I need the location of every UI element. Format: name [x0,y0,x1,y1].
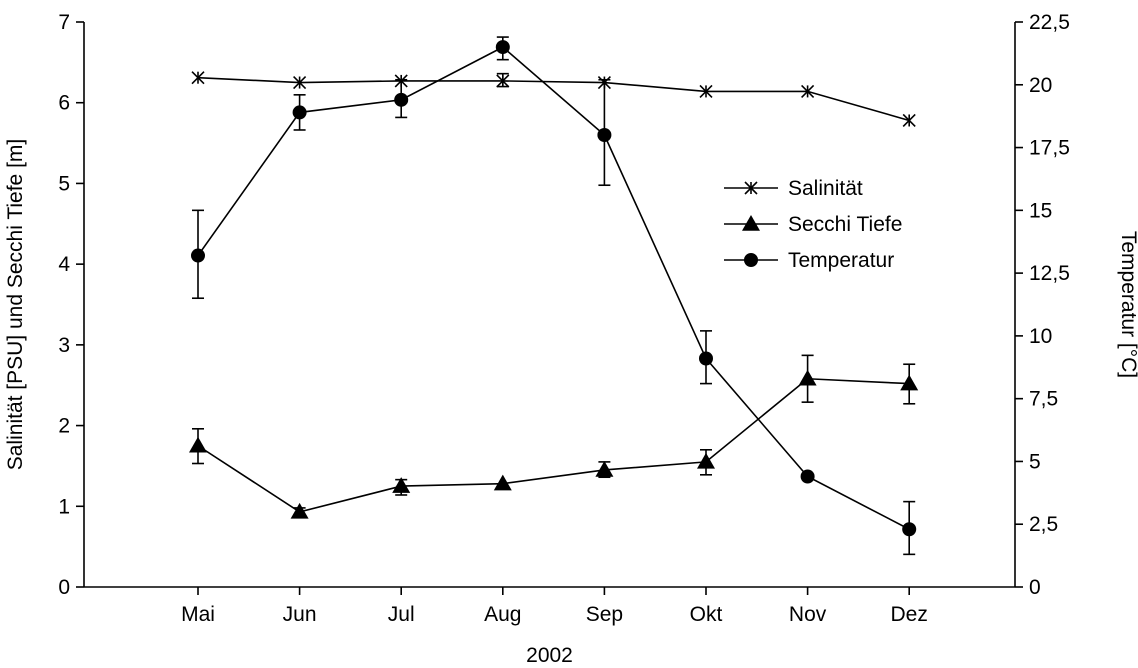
legend-marker [744,253,758,267]
y-left-tick-label: 0 [58,576,70,599]
data-point [800,469,815,484]
x-tick-label: Mai [181,603,215,626]
x-axis-title: 2002 [526,644,573,667]
series-line [197,76,910,122]
data-point [699,351,713,366]
y-right-tick-label: 0 [1029,576,1041,599]
legend-item: Secchi Tiefe [724,213,902,236]
y-right-tick-label: 20 [1029,74,1052,97]
legend-item: Salinität [724,177,863,200]
data-point [902,113,916,128]
data-point [189,436,207,453]
data-point [495,40,510,55]
series-line [197,46,910,530]
legend-marker [742,215,760,231]
axes: 0 1 2 3 4 5 6 7 0 2,5 5 7,5 10 12,5 15 17,5 20 22,5 Mai Jun… [58,11,1070,626]
y-left-tick-label: 1 [58,495,70,518]
series-temperatur [191,36,917,556]
y-right-tick-label: 5 [1029,450,1041,473]
x-tick-label: Nov [789,603,827,626]
data-point [496,74,510,88]
data-point [595,460,614,477]
y-left-tick-label: 4 [58,253,70,276]
data-point [900,374,919,391]
data-point [798,369,817,386]
data-point [902,522,917,537]
x-tick-label: Jul [388,603,415,626]
data-point [493,474,512,491]
legend-label: Temperatur [788,249,894,272]
data-point [191,71,205,85]
data-point [392,477,411,493]
x-tick-label: Dez [891,603,928,626]
data-point [394,92,409,107]
y-left-tick-label: 6 [58,92,70,115]
data-point [290,502,309,519]
y-axis-left-title: Salinität [PSU] und Secchi Tiefe [m] [4,139,27,471]
y-right-tick-label: 7,5 [1029,388,1058,411]
y-left-tick-label: 7 [58,11,70,34]
data-point [292,105,307,120]
data-point [293,75,307,90]
data-point [191,248,205,263]
legend-item: Temperatur [724,249,894,272]
series-layer [189,36,919,556]
y-left-tick-label: 2 [58,415,70,438]
y-right-tick-label: 12,5 [1029,262,1070,285]
legend-label: Secchi Tiefe [788,213,902,236]
y-right-tick-label: 17,5 [1029,137,1070,160]
data-point [597,128,612,142]
data-point [801,84,815,98]
legend-label: Salinität [788,177,863,200]
x-tick-label: Sep [586,603,623,626]
data-point [697,452,715,469]
y-right-tick-label: 22,5 [1029,11,1070,34]
series-secchi-tiefe [189,354,919,519]
legend-marker [744,181,758,195]
y-right-tick-label: 2,5 [1029,513,1058,536]
y-right-tick-label: 10 [1029,325,1052,348]
legend: Salinität Secchi Tiefe Temperatur [724,177,902,272]
y-left-tick-label: 5 [58,172,70,195]
x-tick-label: Okt [690,603,723,626]
data-point [699,84,713,98]
y-axis-right-title: Temperatur [°C] [1117,231,1138,378]
series-line [197,377,910,513]
x-tick-label: Jun [283,603,317,626]
y-left-tick-label: 3 [58,334,70,357]
y-right-tick-label: 15 [1029,199,1052,222]
x-tick-label: Aug [484,603,521,626]
series-salinit-t [191,71,916,128]
